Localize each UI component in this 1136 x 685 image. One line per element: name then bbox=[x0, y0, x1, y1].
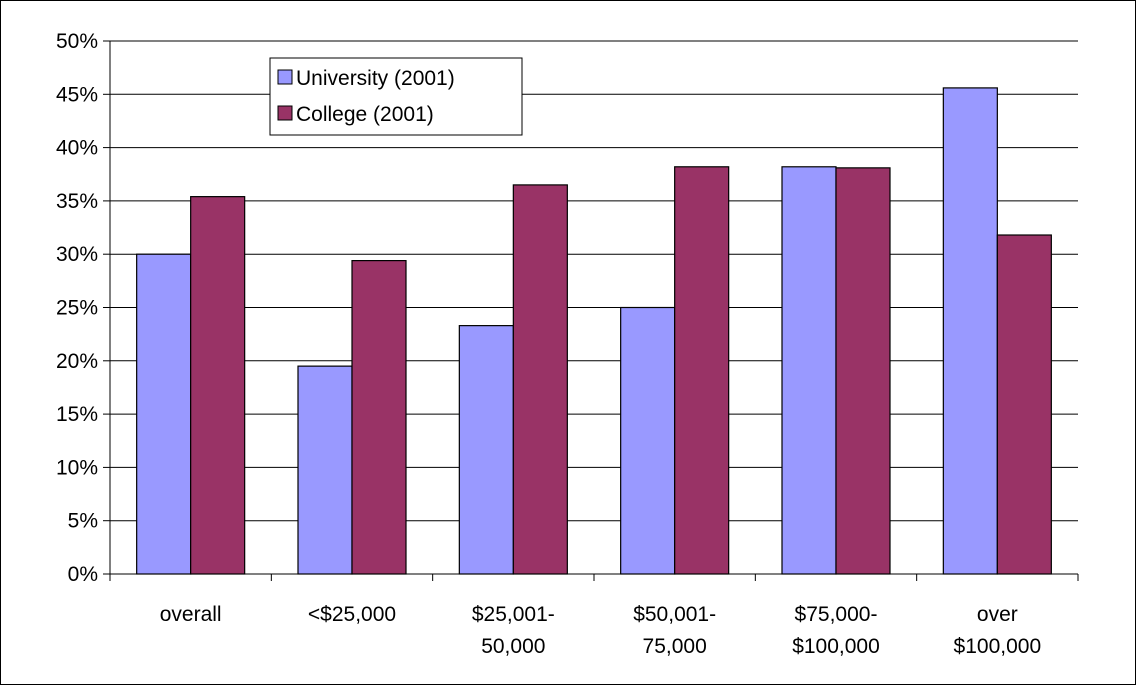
x-tick-label-line: over bbox=[977, 603, 1018, 626]
x-tick-label-line: 75,000 bbox=[643, 635, 707, 658]
y-tick-label: 25% bbox=[56, 297, 98, 320]
bar bbox=[136, 253, 192, 575]
y-tick-label: 10% bbox=[56, 456, 98, 479]
x-tick-label-line: $50,001- bbox=[633, 603, 716, 626]
bar bbox=[512, 184, 568, 575]
y-tick-label: 45% bbox=[56, 83, 98, 106]
y-tick-label: 5% bbox=[68, 510, 98, 533]
bar bbox=[781, 166, 837, 575]
bar bbox=[190, 196, 246, 575]
x-tick-label-line: 50,000 bbox=[481, 635, 545, 658]
y-tick-label: 50% bbox=[56, 30, 98, 53]
bar bbox=[351, 259, 407, 575]
legend-swatch bbox=[277, 69, 293, 85]
x-tick-label: over $100,000 bbox=[954, 603, 1042, 658]
legend-box bbox=[269, 57, 523, 136]
x-tick-label-line: $100,000 bbox=[954, 635, 1042, 658]
x-tick-label: $75,000- $100,000 bbox=[792, 603, 880, 658]
bar bbox=[835, 167, 891, 575]
y-tick-label: 15% bbox=[56, 403, 98, 426]
bar bbox=[620, 306, 676, 575]
legend-label: College (2001) bbox=[296, 103, 434, 126]
bar bbox=[458, 325, 514, 575]
legend-label: University (2001) bbox=[296, 67, 455, 90]
x-tick-label: $25,001- 50,000 bbox=[472, 603, 555, 658]
y-tick-label: 35% bbox=[56, 190, 98, 213]
y-tick-label: 20% bbox=[56, 350, 98, 373]
y-tick-label: 40% bbox=[56, 137, 98, 160]
x-tick-label-line: $25,001- bbox=[472, 603, 555, 626]
x-tick-label-line: overall bbox=[160, 603, 222, 626]
x-tick-label: <$25,000 bbox=[308, 603, 396, 626]
x-tick-label-line: $75,000- bbox=[795, 603, 878, 626]
bar bbox=[674, 166, 730, 575]
bar bbox=[942, 87, 998, 575]
x-tick-label: $50,001- 75,000 bbox=[633, 603, 716, 658]
bar bbox=[996, 234, 1052, 575]
legend-swatch bbox=[277, 105, 293, 121]
x-tick-label-line: $100,000 bbox=[792, 635, 880, 658]
bar bbox=[297, 365, 353, 575]
y-tick-label: 0% bbox=[68, 563, 98, 586]
y-tick-label: 30% bbox=[56, 243, 98, 266]
x-tick-label: overall bbox=[160, 603, 222, 626]
x-tick-label-line: <$25,000 bbox=[308, 603, 396, 626]
